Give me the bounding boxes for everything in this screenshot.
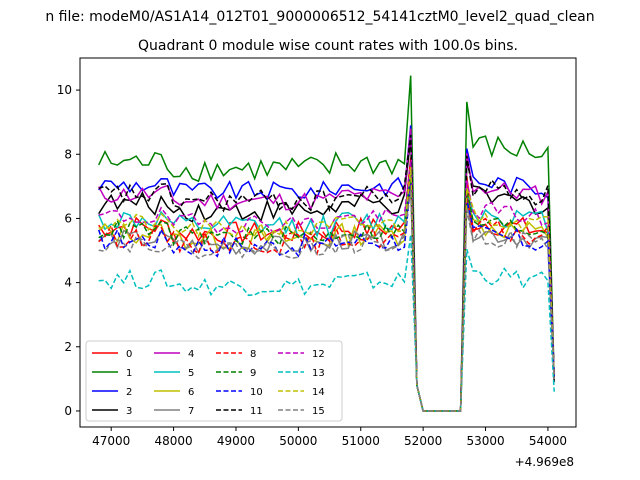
x-tick-label: 48000 bbox=[154, 434, 192, 448]
axes-frame bbox=[79, 57, 577, 428]
series-line-2 bbox=[98, 125, 555, 412]
legend-label-3: 3 bbox=[126, 406, 132, 417]
y-tick-label: 6 bbox=[64, 211, 72, 225]
series-line-14 bbox=[98, 167, 555, 412]
x-tick-label: 47000 bbox=[92, 434, 130, 448]
legend-label-13: 13 bbox=[312, 368, 325, 379]
series-line-9 bbox=[98, 173, 555, 412]
series-layer bbox=[97, 75, 555, 412]
x-tick-label: 50000 bbox=[279, 434, 317, 448]
legend-label-6: 6 bbox=[188, 387, 194, 398]
chart-title: Quadrant 0 module wise count rates with … bbox=[138, 38, 518, 54]
x-offset-label: +4.969e8 bbox=[515, 455, 574, 469]
legend-label-9: 9 bbox=[250, 368, 256, 379]
ticks-layer: 47000 48000 49000 50000 51000 52000 53000 54000… bbox=[57, 83, 567, 448]
legend-label-7: 7 bbox=[188, 406, 194, 417]
y-tick-label: 10 bbox=[57, 83, 72, 97]
series-line-12 bbox=[98, 160, 555, 412]
figure-suptitle: n file: modeM0/AS1A14_012T01_9000006512_… bbox=[45, 9, 594, 25]
legend-label-4: 4 bbox=[188, 349, 194, 360]
legend-label-0: 0 bbox=[126, 349, 132, 360]
legend-label-8: 8 bbox=[250, 349, 256, 360]
legend-box bbox=[85, 340, 343, 422]
y-tick-label: 4 bbox=[64, 276, 72, 290]
series-line-15 bbox=[98, 189, 555, 412]
legend-label-15: 15 bbox=[312, 406, 325, 417]
legend-label-5: 5 bbox=[188, 368, 194, 379]
x-tick-label: 51000 bbox=[342, 434, 380, 448]
legend-label-10: 10 bbox=[250, 387, 263, 398]
y-tick-label: 2 bbox=[64, 340, 72, 354]
x-tick-label: 54000 bbox=[529, 434, 567, 448]
series-line-13 bbox=[98, 234, 555, 412]
y-tick-label: 8 bbox=[64, 147, 72, 161]
x-tick-label: 52000 bbox=[404, 434, 442, 448]
series-line-7 bbox=[98, 186, 555, 412]
legend-label-2: 2 bbox=[126, 387, 132, 398]
series-line-11 bbox=[98, 134, 555, 412]
x-tick-label: 53000 bbox=[466, 434, 504, 448]
x-tick-label: 49000 bbox=[217, 434, 255, 448]
legend-label-14: 14 bbox=[312, 387, 325, 398]
series-line-5 bbox=[98, 170, 555, 412]
series-line-1 bbox=[98, 75, 555, 412]
legend-label-12: 12 bbox=[312, 349, 325, 360]
legend-label-11: 11 bbox=[250, 406, 263, 417]
y-tick-label: 0 bbox=[64, 404, 72, 418]
legend-label-1: 1 bbox=[126, 368, 132, 379]
series-line-3 bbox=[98, 138, 555, 412]
